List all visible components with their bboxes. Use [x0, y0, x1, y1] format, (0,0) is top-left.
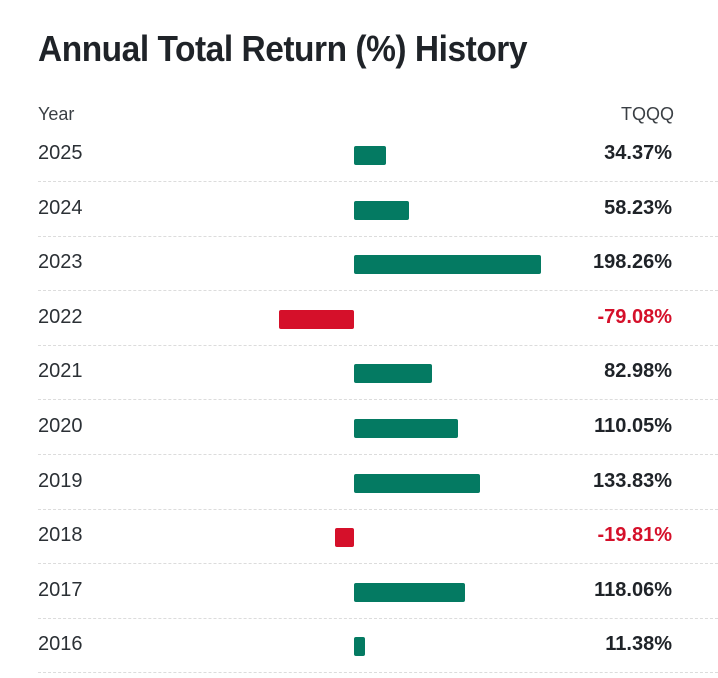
table-row: 2022 -79.08% — [38, 292, 718, 346]
year-label: 2022 — [38, 305, 83, 328]
row-divider — [38, 290, 718, 292]
row-divider — [38, 672, 718, 674]
return-value: 58.23% — [604, 196, 672, 219]
year-label: 2018 — [38, 524, 83, 547]
year-label: 2024 — [38, 196, 83, 219]
table-row: 2018 -19.81% — [38, 510, 718, 565]
return-value: -19.81% — [597, 524, 673, 547]
year-label: 2021 — [38, 360, 83, 383]
positive-return-bar — [354, 200, 409, 220]
table-row: 2025 34.37% — [38, 128, 718, 182]
row-divider — [38, 454, 718, 455]
return-value: 198.26% — [593, 251, 672, 274]
return-value: 82.98% — [604, 360, 672, 383]
row-divider — [38, 508, 718, 510]
row-divider — [38, 344, 718, 346]
positive-return-bar — [354, 637, 365, 657]
row-divider — [38, 563, 718, 565]
year-label: 2019 — [38, 469, 83, 492]
return-value: 133.83% — [593, 469, 672, 492]
return-value: 118.06% — [594, 578, 672, 601]
year-label: 2025 — [38, 142, 83, 164]
row-divider — [38, 399, 718, 401]
negative-return-bar — [335, 528, 354, 548]
positive-return-bar — [354, 582, 466, 602]
positive-return-bar — [354, 146, 387, 165]
ticker-column-header: TQQQ — [621, 104, 674, 124]
table-row: 2024 58.23% — [38, 183, 718, 237]
return-value: 34.37% — [604, 142, 672, 164]
return-value: 110.05% — [594, 415, 672, 437]
positive-return-bar — [354, 255, 541, 275]
table-row: 2017 118.06% — [38, 565, 718, 619]
table-row: 2016 11.38% — [38, 619, 718, 674]
table-row: 2019 133.83% — [38, 456, 718, 510]
row-divider — [38, 617, 718, 619]
year-label: 2016 — [38, 633, 83, 656]
table-row: 2023 198.26% — [38, 237, 718, 292]
year-label: 2023 — [38, 251, 83, 274]
table-row: 2020 110.05% — [38, 401, 718, 455]
row-divider — [38, 181, 718, 182]
positive-return-bar — [354, 419, 458, 438]
positive-return-bar — [354, 364, 433, 384]
year-label: 2017 — [38, 578, 83, 601]
positive-return-bar — [354, 473, 481, 493]
return-value: 11.38% — [605, 633, 672, 656]
chart-title: Annual Total Return (%) History — [38, 28, 528, 69]
row-divider — [38, 235, 718, 237]
table-row: 2021 82.98% — [38, 346, 718, 401]
negative-return-bar — [279, 309, 354, 329]
year-column-header: Year — [38, 104, 75, 124]
year-label: 2020 — [38, 415, 83, 437]
return-value: -79.08% — [597, 305, 673, 328]
